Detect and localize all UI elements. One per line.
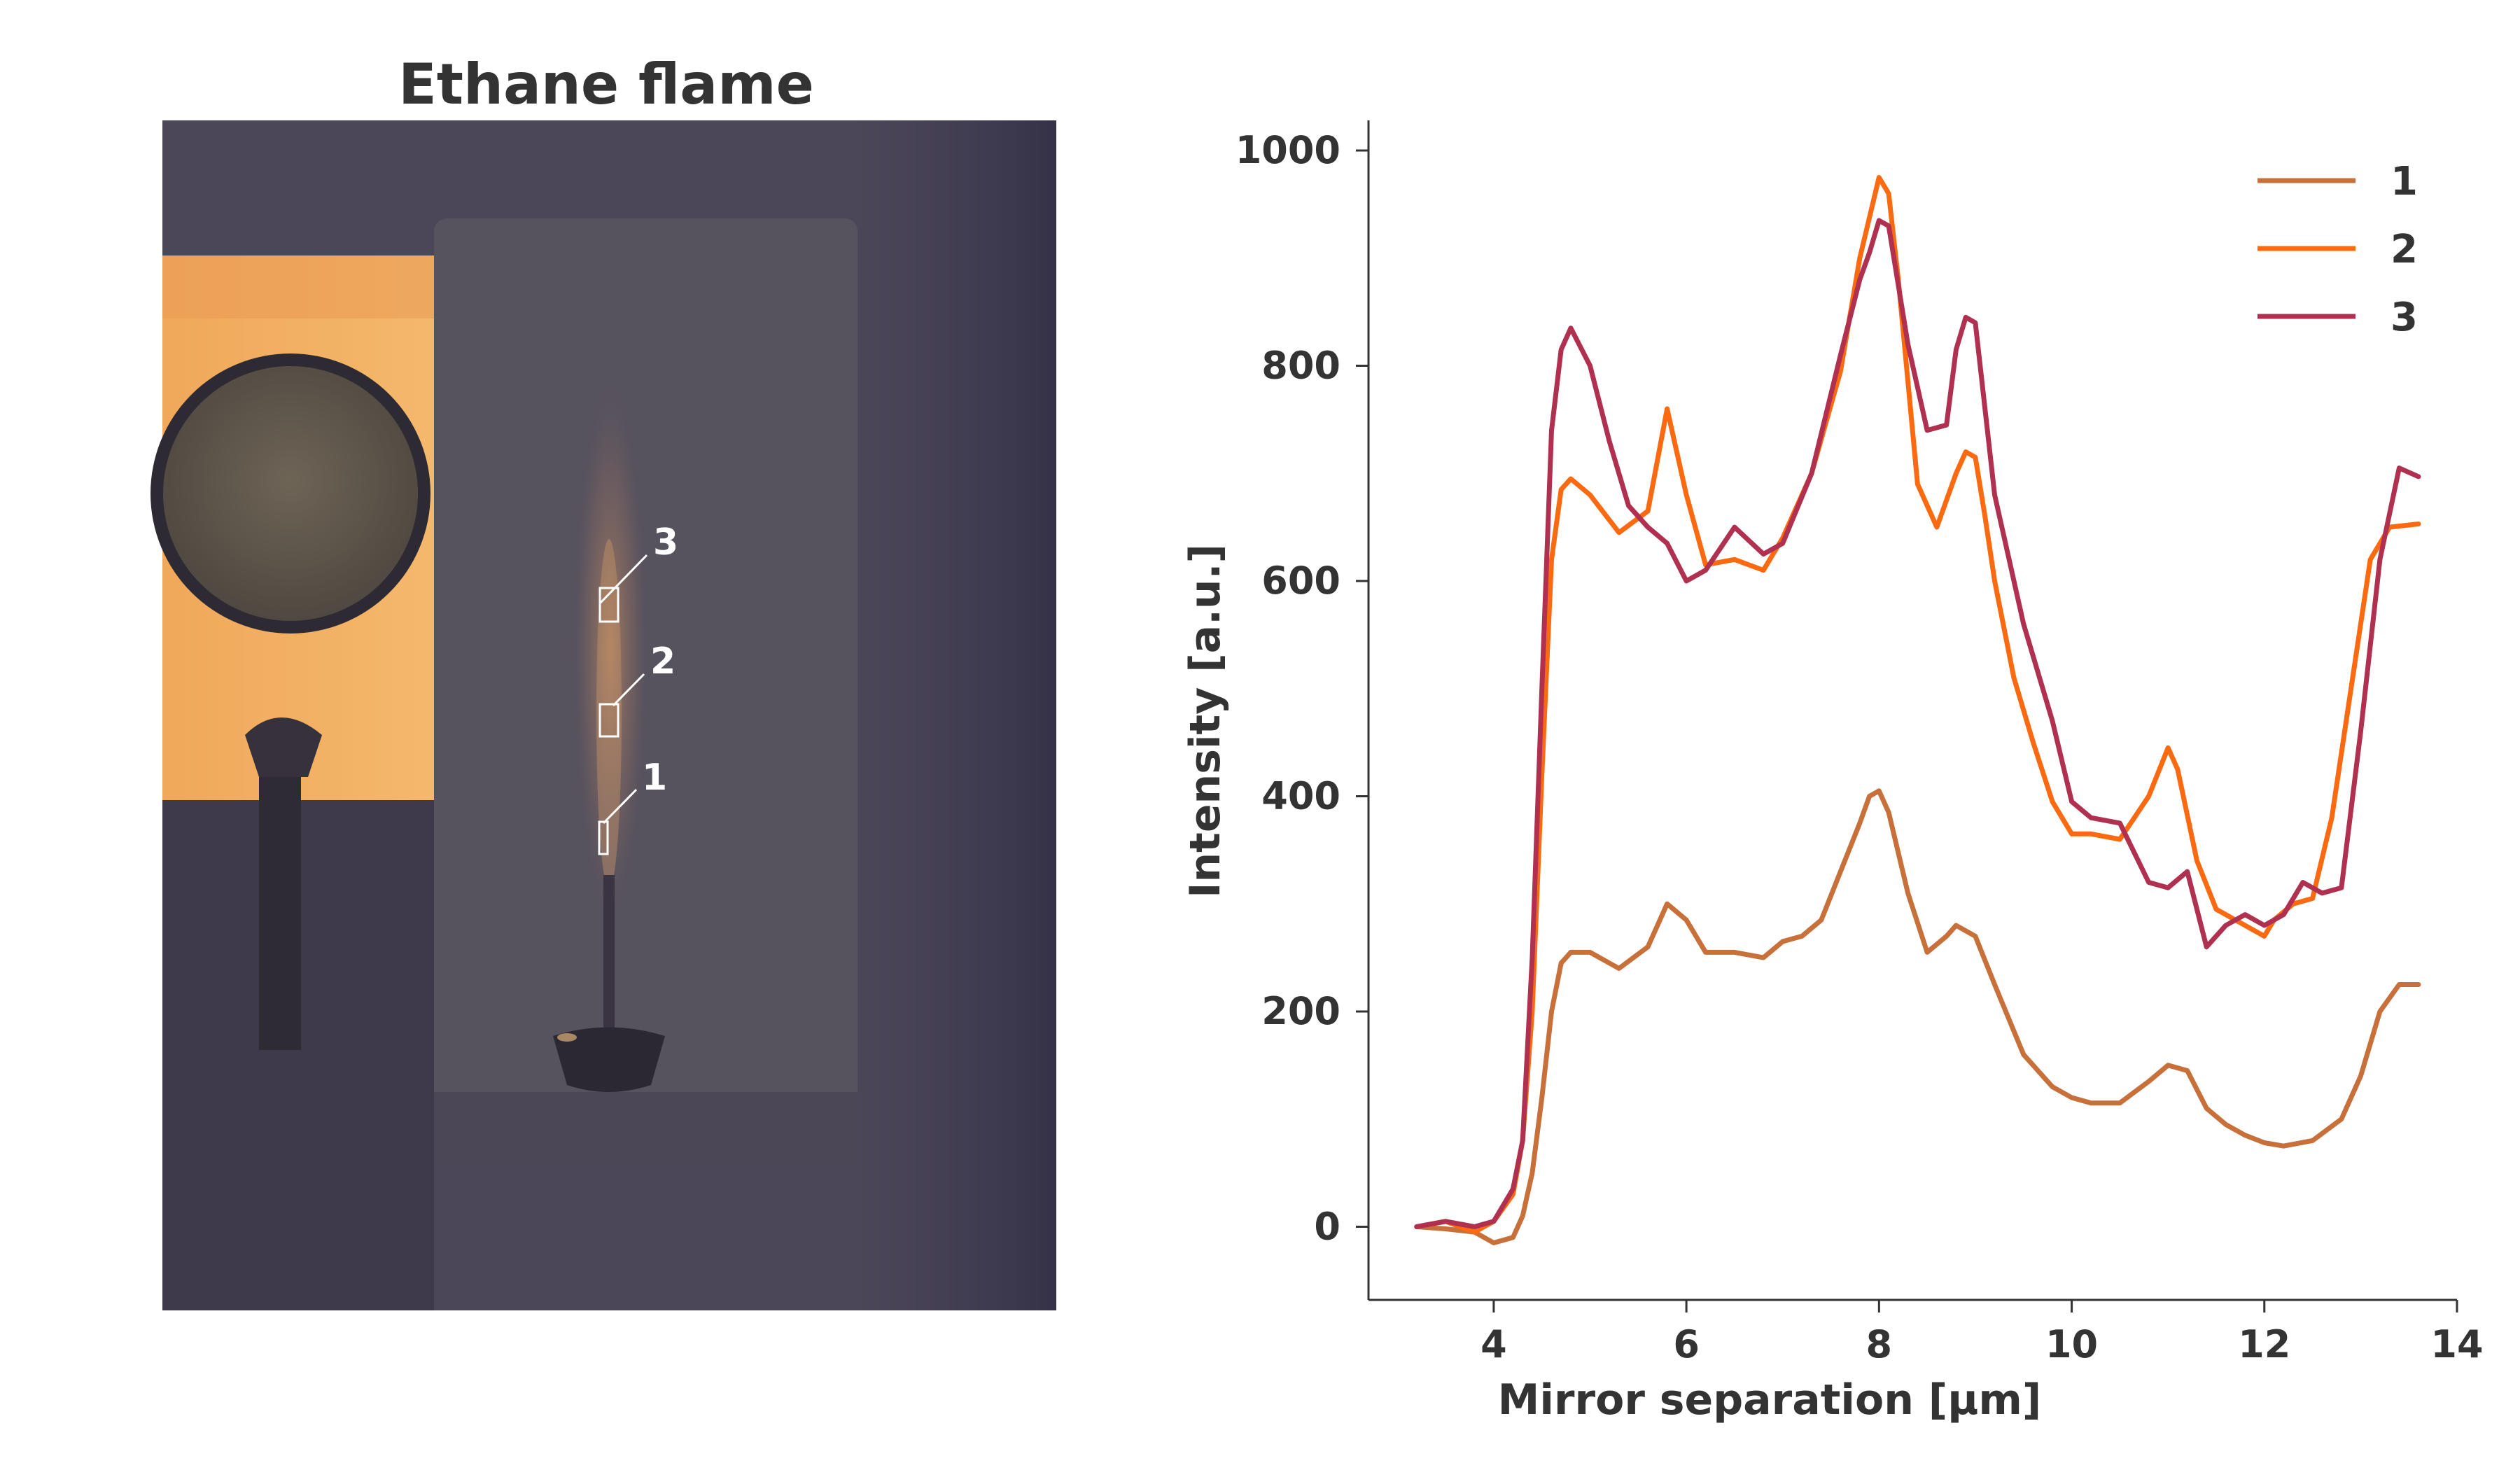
region-1: 1 xyxy=(598,757,667,855)
x-tick-label: 4 xyxy=(1480,1322,1507,1366)
burner xyxy=(553,1027,665,1092)
region-2-box xyxy=(598,703,620,738)
card-bottom-shade xyxy=(434,1092,858,1163)
legend-label-3: 3 xyxy=(2390,295,2418,340)
y-tick-label: 1000 xyxy=(1236,128,1340,172)
region-3-leader xyxy=(598,554,648,605)
x-axis: 4 6 8 10 12 14 xyxy=(1368,1298,2484,1366)
lens-mount xyxy=(245,718,322,777)
flame-glow xyxy=(568,350,652,952)
photo-panel: Ethane flame 3 xyxy=(150,52,1056,1310)
legend-label-2: 2 xyxy=(2390,227,2418,272)
region-1-leader xyxy=(602,788,638,825)
y-tick-label: 800 xyxy=(1261,344,1340,388)
series-line-1 xyxy=(1414,788,2421,1245)
y-axis: 0 200 400 600 800 1000 xyxy=(1236,120,1370,1300)
y-tick-label: 400 xyxy=(1261,774,1340,818)
legend-label-1: 1 xyxy=(2390,159,2418,204)
legend: 1 2 3 xyxy=(2258,159,2418,340)
region-2: 2 xyxy=(598,640,676,738)
y-tick-label: 200 xyxy=(1261,989,1340,1033)
lens-face xyxy=(163,366,418,621)
region-1-label: 1 xyxy=(642,757,667,799)
region-2-leader xyxy=(612,673,645,707)
x-tick-label: 8 xyxy=(1866,1322,1893,1366)
x-tick-label: 12 xyxy=(2238,1322,2290,1366)
flame-photo xyxy=(150,120,1056,1310)
region-2-label: 2 xyxy=(650,640,676,682)
region-3: 3 xyxy=(598,522,678,623)
burner-wick xyxy=(603,875,615,1029)
x-tick-label: 6 xyxy=(1673,1322,1700,1366)
y-tick-label: 0 xyxy=(1314,1204,1340,1248)
x-tick-label: 14 xyxy=(2430,1322,2483,1366)
flame-core xyxy=(596,539,622,889)
x-tick-label: 10 xyxy=(2045,1322,2098,1366)
x-axis-label: Mirror separation [μm] xyxy=(1498,1376,2042,1424)
plot-series xyxy=(1414,175,2421,1245)
background-glow-top xyxy=(162,255,434,318)
y-axis-label: Intensity [a.u.] xyxy=(1181,544,1230,898)
series-line-2 xyxy=(1414,175,2421,1235)
y-tick-label: 600 xyxy=(1261,559,1340,603)
photo-title: Ethane flame xyxy=(398,52,814,117)
lens-stem xyxy=(259,728,301,1050)
burner-highlight xyxy=(557,1033,577,1042)
series-line-3 xyxy=(1414,218,2421,1229)
photo-right-shadow xyxy=(854,120,1056,1310)
region-3-box xyxy=(598,587,620,623)
region-3-label: 3 xyxy=(653,522,678,564)
